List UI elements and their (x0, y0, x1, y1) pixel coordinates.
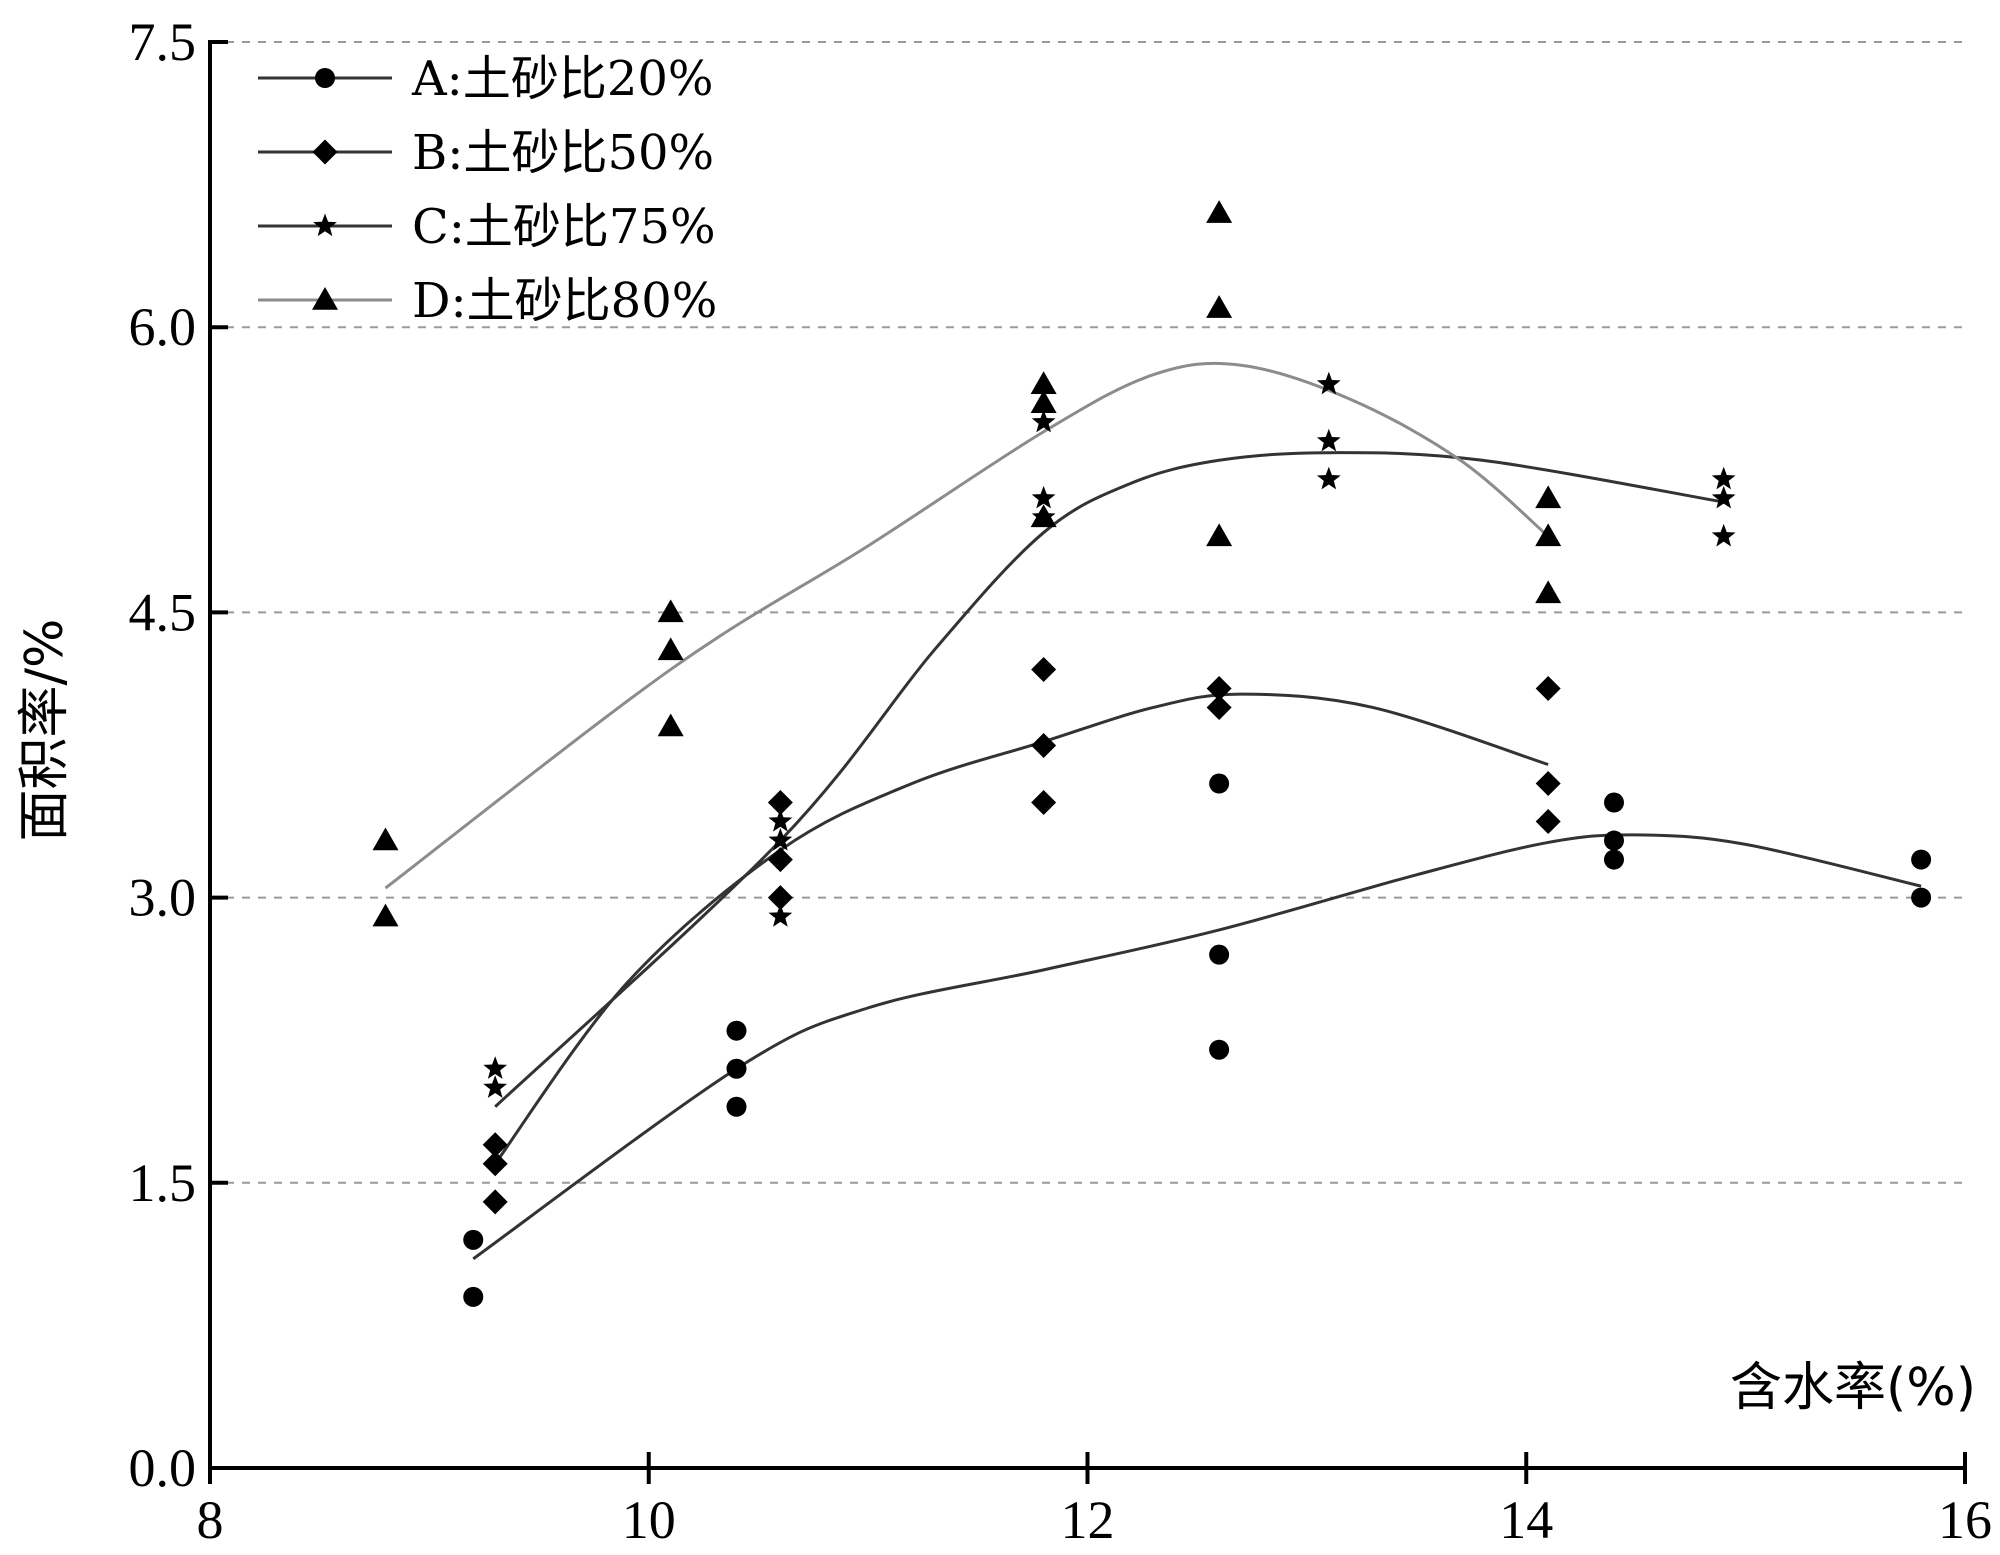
point-3-11 (1535, 485, 1562, 509)
legend-marker-2 (313, 213, 337, 237)
point-0-0 (463, 1229, 484, 1250)
point-1-13 (1535, 809, 1561, 835)
x-tick-label-4: 16 (1938, 1490, 1992, 1550)
point-0-4 (726, 1096, 747, 1117)
legend-marker-3 (312, 287, 338, 310)
x-axis-title: 含水率(%) (1730, 1358, 1976, 1418)
point-2-1 (483, 1075, 508, 1098)
y-tick-label-2: 3.0 (129, 868, 197, 928)
point-2-8 (1316, 371, 1341, 395)
point-3-4 (657, 713, 684, 737)
point-2-3 (768, 828, 793, 851)
point-0-7 (1209, 1039, 1230, 1060)
y-tick-label-4: 6.0 (129, 297, 197, 357)
point-3-9 (1206, 295, 1233, 318)
point-3-8 (1206, 200, 1233, 223)
axes: 0.0 1.5 3.0 4.5 6.0 7.5 8 10 12 14 16 (129, 12, 1993, 1550)
legend-marker-1 (312, 139, 338, 165)
point-0-11 (1911, 849, 1932, 870)
point-2-6 (1031, 485, 1056, 509)
point-1-3 (767, 790, 793, 816)
y-tick-label-1: 1.5 (129, 1153, 197, 1213)
point-0-12 (1911, 887, 1932, 908)
legend: A:土砂比20% B:土砂比50% C:土砂比75% D:土砂比80% (258, 51, 717, 329)
point-0-2 (726, 1020, 747, 1041)
legend-label-0: A:土砂比20% (411, 51, 714, 107)
y-tick-label-0: 0.0 (129, 1438, 197, 1498)
point-2-11 (1711, 466, 1736, 490)
point-1-9 (1206, 675, 1232, 701)
point-2-2 (768, 809, 793, 832)
point-1-12 (1535, 771, 1561, 797)
point-1-10 (1206, 694, 1232, 720)
point-1-4 (767, 847, 793, 873)
point-3-2 (657, 599, 684, 623)
point-0-6 (1209, 944, 1230, 965)
point-3-12 (1535, 523, 1562, 547)
y-tick-label-3: 4.5 (129, 582, 197, 642)
point-2-12 (1711, 485, 1736, 509)
point-3-0 (372, 827, 399, 851)
point-3-7 (1030, 504, 1057, 528)
y-tick-label-5: 7.5 (129, 12, 197, 72)
point-1-11 (1535, 675, 1561, 701)
point-0-8 (1604, 792, 1624, 813)
point-3-3 (657, 637, 684, 661)
point-2-5 (1031, 409, 1056, 433)
point-2-13 (1711, 523, 1736, 547)
fit-line-0 (472, 833, 1922, 1261)
x-tick-label-2: 12 (1061, 1490, 1115, 1550)
point-0-10 (1604, 849, 1624, 870)
point-1-1 (482, 1151, 508, 1177)
legend-label-1: B:土砂比50% (412, 125, 714, 181)
x-tick-label-1: 10 (622, 1490, 676, 1550)
legend-label-2: C:土砂比75% (412, 199, 716, 255)
point-2-10 (1316, 466, 1341, 490)
point-0-5 (1209, 773, 1230, 794)
fit-line-3 (384, 361, 1550, 890)
point-2-4 (768, 904, 793, 927)
x-tick-label-0: 8 (197, 1490, 224, 1550)
fit-line-2 (494, 451, 1724, 1108)
point-0-9 (1604, 830, 1624, 851)
point-1-2 (482, 1189, 508, 1215)
point-1-0 (482, 1132, 508, 1158)
point-2-9 (1316, 428, 1341, 452)
point-3-5 (1030, 371, 1057, 394)
fit-lines (384, 361, 1922, 1261)
y-axis-title: 面积率/% (15, 619, 75, 842)
point-1-5 (767, 885, 793, 911)
grid-layer (210, 41, 1965, 1184)
data-points (372, 200, 1932, 1307)
point-3-1 (372, 903, 399, 927)
legend-label-3: D:土砂比80% (412, 273, 717, 329)
point-1-8 (1031, 790, 1057, 816)
point-3-6 (1030, 390, 1057, 414)
point-1-7 (1031, 732, 1057, 758)
fit-line-1 (493, 692, 1549, 1165)
point-0-3 (726, 1058, 747, 1079)
point-3-13 (1535, 580, 1562, 604)
point-1-6 (1031, 656, 1057, 682)
point-3-10 (1206, 523, 1233, 547)
point-2-0 (483, 1056, 508, 1079)
point-0-1 (463, 1286, 484, 1307)
x-tick-label-3: 14 (1499, 1490, 1553, 1550)
legend-marker-0 (315, 68, 335, 88)
